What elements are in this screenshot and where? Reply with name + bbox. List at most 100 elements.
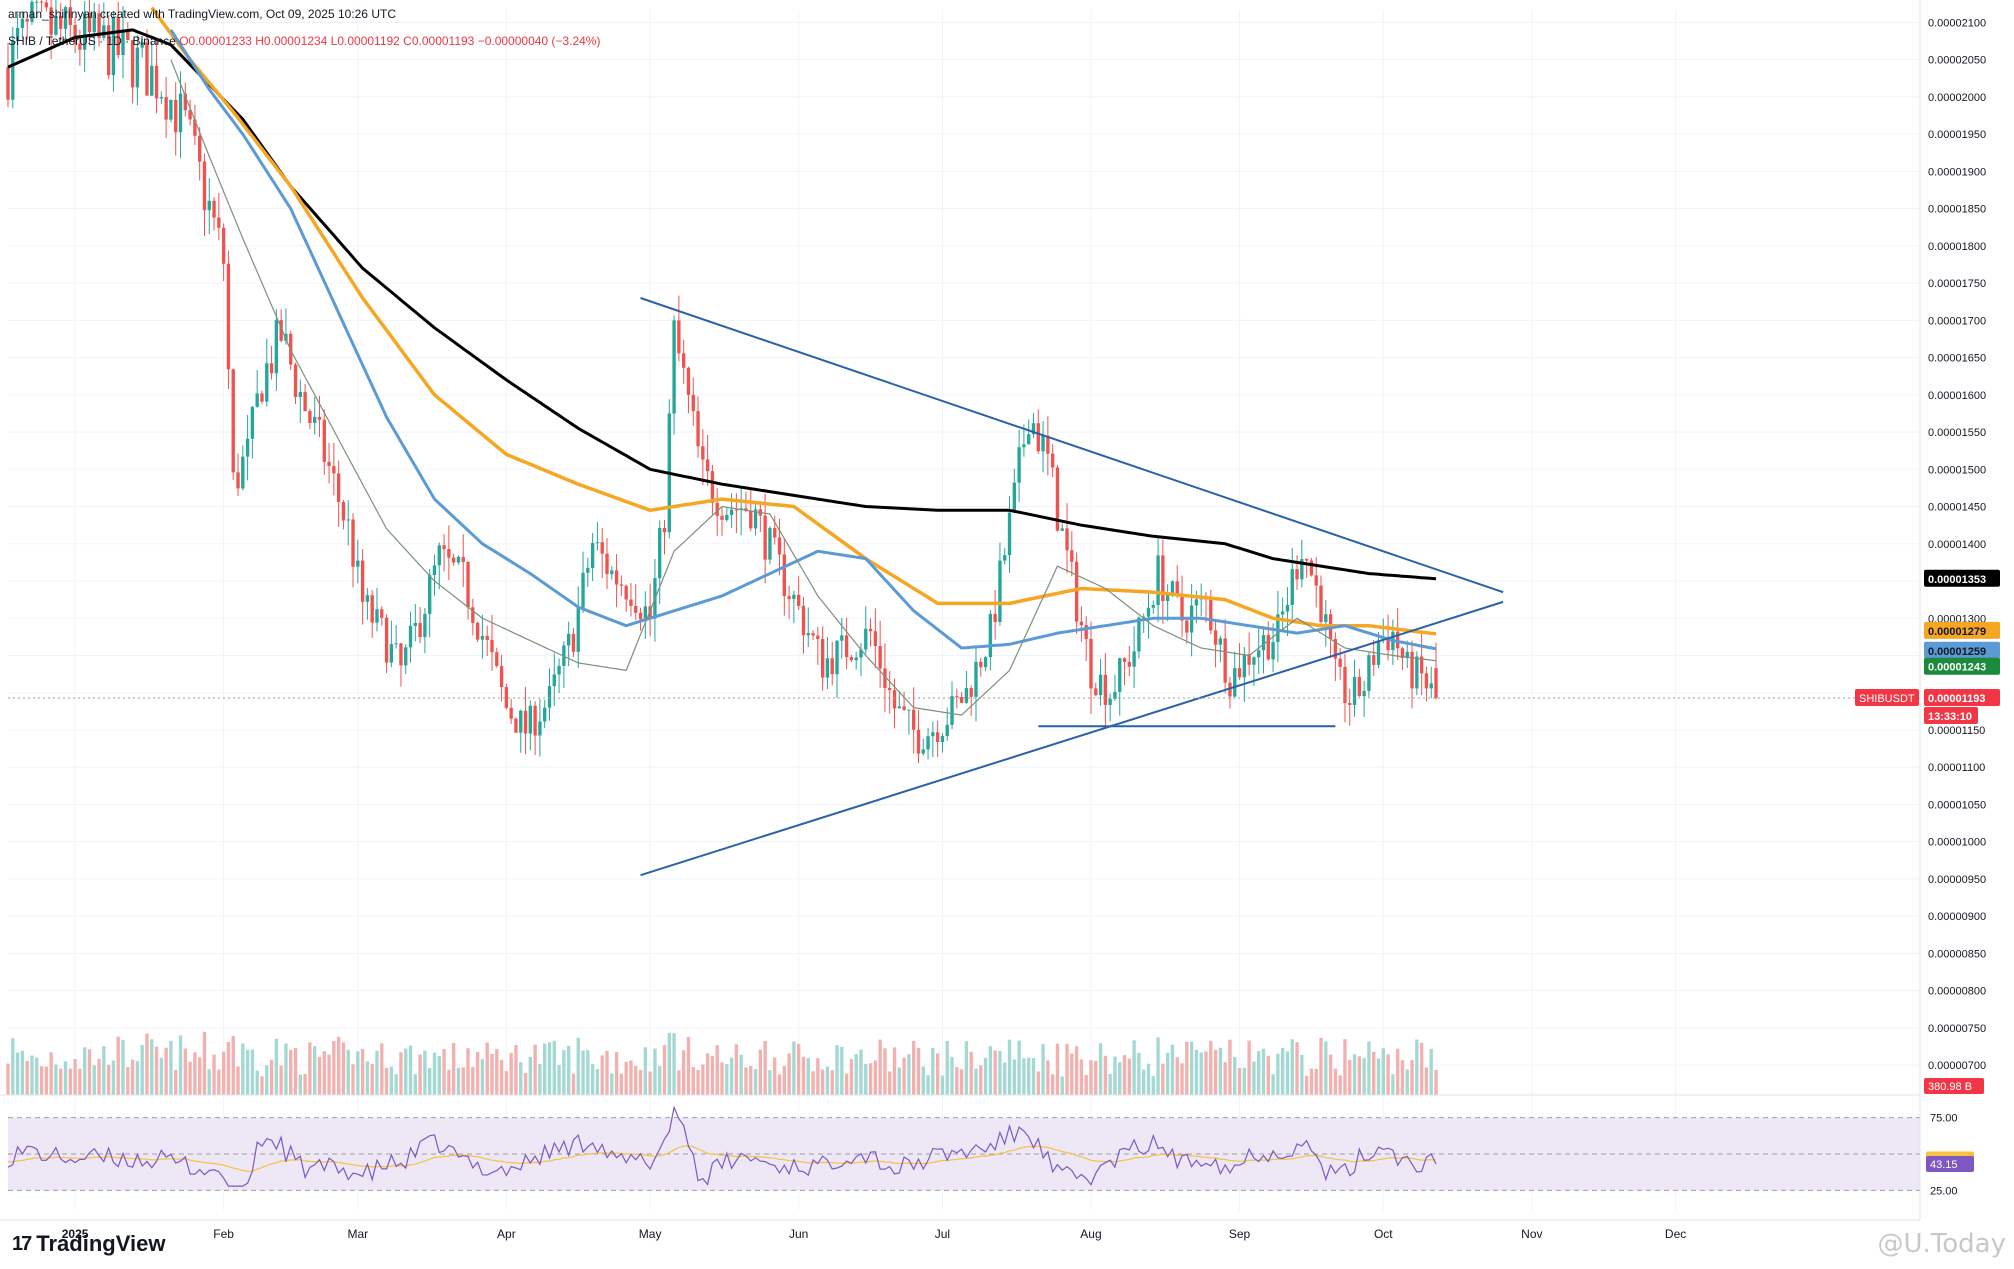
- candle-body: [634, 605, 638, 613]
- symbol-tag-label: SHIBUSDT: [1859, 693, 1915, 705]
- volume-bar: [955, 1067, 959, 1095]
- volume-bar: [816, 1058, 820, 1095]
- candle-body: [547, 686, 552, 708]
- volume-bar: [437, 1055, 441, 1095]
- candle-body: [346, 519, 350, 521]
- candle-body: [1261, 635, 1266, 651]
- candle-body: [988, 613, 993, 658]
- candle-body: [552, 674, 556, 687]
- volume-bar: [1233, 1057, 1237, 1095]
- volume-bar: [15, 1052, 20, 1095]
- price-tick-label: 0.00000700: [1928, 1060, 1986, 1072]
- volume-bar: [643, 1047, 648, 1095]
- candle-body: [1180, 594, 1184, 621]
- volume-bar: [399, 1052, 403, 1095]
- candle-body: [1415, 656, 1419, 689]
- candle-body: [102, 25, 106, 38]
- volume-bar: [274, 1038, 279, 1095]
- candle-body: [859, 649, 863, 658]
- volume-bar: [1079, 1059, 1084, 1095]
- candle-body: [1103, 674, 1108, 705]
- moving-averages: [7, 6, 1437, 716]
- candle-body: [614, 570, 619, 585]
- volume-bar: [1242, 1067, 1247, 1095]
- price-axis: 0.00002100 0.00002050 0.00002000 0.00001950…: [1928, 17, 1986, 1072]
- volume-bar: [121, 1039, 125, 1095]
- candle-body: [681, 353, 686, 368]
- volume-bar: [130, 1059, 135, 1095]
- volume-bar: [868, 1063, 873, 1095]
- volume-bar: [566, 1045, 571, 1095]
- volume-bar: [183, 1048, 187, 1095]
- volume-bar: [456, 1067, 461, 1095]
- volume-bar: [820, 1069, 825, 1095]
- candle-body: [1419, 656, 1424, 674]
- volume-bar: [408, 1045, 413, 1095]
- candle-body: [1285, 604, 1290, 612]
- volume-bar: [370, 1064, 374, 1095]
- candle-body: [643, 606, 648, 620]
- candle-body: [888, 688, 892, 691]
- volume-bar: [571, 1073, 576, 1095]
- candle-body: [658, 527, 662, 579]
- candle-body: [11, 40, 15, 100]
- volume-bar: [1295, 1042, 1299, 1095]
- volume-bar: [624, 1061, 628, 1095]
- tradingview-brand[interactable]: 17 TradingView: [12, 1231, 165, 1257]
- volume-bar: [581, 1050, 585, 1095]
- volume-bar: [25, 1060, 29, 1095]
- ma-line-ma50: [169, 29, 1437, 651]
- candle-body: [533, 705, 537, 736]
- volume-bar: [480, 1059, 485, 1095]
- candle-body: [39, 1, 44, 3]
- volume-bar: [1132, 1040, 1136, 1095]
- candle-body: [451, 557, 456, 563]
- time-tick-label: Dec: [1665, 1227, 1686, 1241]
- candle-body: [897, 706, 901, 709]
- volume-bar: [1333, 1068, 1338, 1095]
- candle-body: [1070, 550, 1074, 562]
- volume-bar: [653, 1048, 657, 1095]
- volume-bar: [1271, 1074, 1275, 1095]
- time-tick-label: Jul: [935, 1227, 950, 1241]
- candle-body: [1223, 638, 1227, 683]
- candle-body: [1410, 651, 1414, 689]
- price-tick-label: 0.00001550: [1928, 427, 1986, 439]
- candle-body: [121, 29, 125, 56]
- volume-bar: [998, 1050, 1002, 1095]
- volume-bar: [1314, 1068, 1318, 1095]
- candle-body: [1218, 638, 1223, 645]
- candle-body: [873, 631, 878, 646]
- volume-bar: [638, 1069, 643, 1095]
- trendline-ascending: [640, 600, 1504, 877]
- candle-body: [59, 16, 63, 29]
- volume-bar: [1089, 1060, 1093, 1095]
- volume-bar: [562, 1050, 566, 1095]
- volume-bar: [1410, 1060, 1414, 1095]
- candle-body: [945, 724, 949, 737]
- volume-tag-label: 380.98 B: [1928, 1081, 1972, 1093]
- volume-bar: [605, 1050, 609, 1095]
- volume-bar: [1218, 1047, 1223, 1095]
- volume-bar: [1108, 1073, 1112, 1095]
- symbol-name[interactable]: SHIB / TetherUS · 1D · Binance: [8, 34, 176, 48]
- symbol-tag: [1855, 688, 1919, 706]
- volume-bar: [1046, 1060, 1050, 1095]
- candle-body: [883, 668, 887, 689]
- candle-body: [1343, 666, 1347, 704]
- candle-body: [1324, 614, 1328, 623]
- candle-body: [408, 625, 413, 648]
- volume-bar: [78, 1068, 82, 1095]
- candle-body: [428, 575, 432, 614]
- candle-body: [638, 612, 643, 620]
- price-tick-label: 0.00001000: [1928, 837, 1986, 849]
- volume-bar: [11, 1038, 15, 1095]
- volume-bar: [964, 1041, 969, 1095]
- volume-bar: [1352, 1054, 1357, 1095]
- price-tick-label: 0.00001950: [1928, 129, 1986, 141]
- candle-body: [979, 661, 983, 668]
- volume-bar: [1041, 1043, 1045, 1095]
- symbol-legend[interactable]: SHIB / TetherUS · 1D · Binance O0.000012…: [8, 34, 600, 48]
- candle-body: [1400, 648, 1405, 659]
